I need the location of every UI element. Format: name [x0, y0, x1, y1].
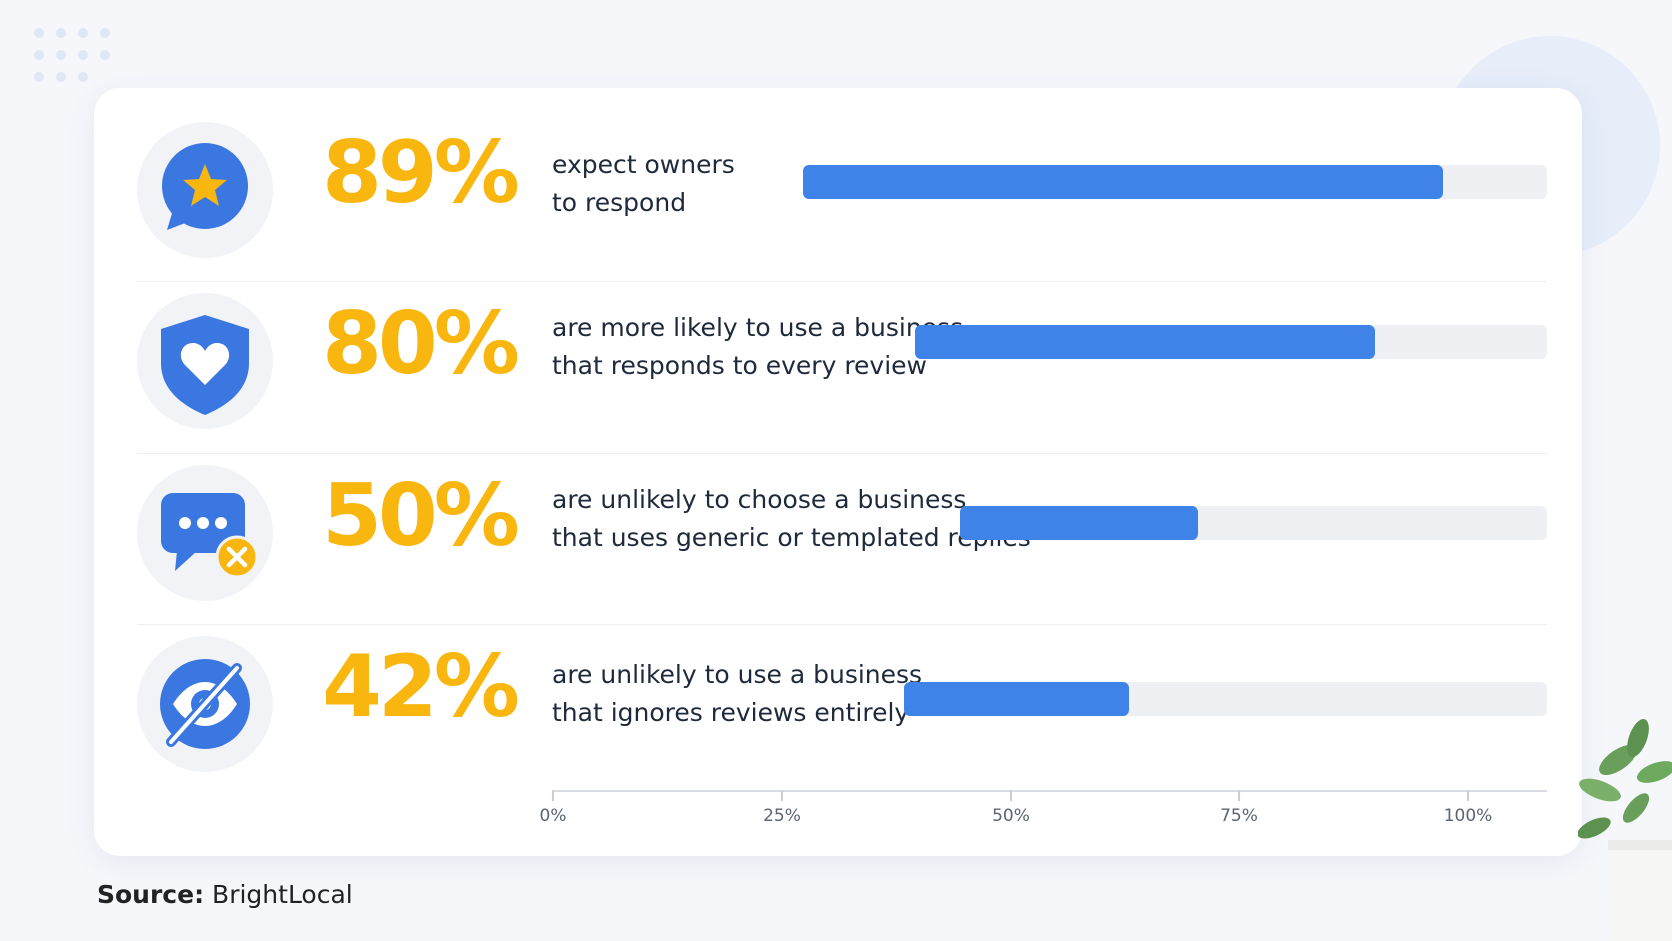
x-tick-label: 100% [1443, 806, 1493, 826]
x-tick-label: 0% [539, 806, 567, 826]
bar [904, 682, 1129, 716]
row-divider [137, 453, 1547, 454]
x-tick [1010, 791, 1012, 801]
x-axis [552, 790, 1547, 792]
potted-plant-icon [1578, 718, 1672, 941]
stat-percent: 42% [322, 637, 520, 737]
source-value: BrightLocal [212, 880, 353, 909]
x-tick [781, 791, 783, 801]
stat-row-2: 80% are more likely to use a business th… [94, 259, 1582, 430]
heart-shield-icon [137, 293, 273, 429]
source-note: Source: BrightLocal [97, 880, 353, 909]
stat-description: expect owners to respond [552, 146, 992, 222]
row-divider [137, 281, 1547, 282]
stat-description-line: that uses generic or templated replies [552, 523, 1031, 552]
bar-track [915, 325, 1547, 359]
bar-track [904, 682, 1547, 716]
stat-row-3: 50% are unlikely to choose a business th… [94, 431, 1582, 602]
stat-row-1: 89% expect owners to respond [94, 88, 1582, 259]
x-tick-label: 25% [763, 806, 801, 826]
bar [803, 165, 1443, 199]
x-tick [1238, 791, 1240, 801]
stat-description-line: are unlikely to choose a business [552, 485, 967, 514]
x-tick [1467, 791, 1469, 801]
stat-description: are unlikely to choose a business that u… [552, 481, 1031, 557]
bar [915, 325, 1375, 359]
bar-track [960, 506, 1547, 540]
decorative-dots [34, 28, 124, 88]
bar-track [803, 165, 1547, 199]
stat-percent: 80% [322, 294, 520, 394]
bar [960, 506, 1198, 540]
source-label: Source: [97, 880, 205, 909]
x-tick-label: 50% [992, 806, 1030, 826]
stat-description-line: are more likely to use a business [552, 313, 964, 342]
stat-percent: 50% [322, 466, 520, 566]
chat-dots-x-icon [137, 465, 273, 601]
star-speech-bubble-icon [137, 122, 273, 258]
stat-description-line: that ignores reviews entirely [552, 698, 910, 727]
stat-description: are unlikely to use a business that igno… [552, 656, 992, 732]
x-tick [552, 791, 554, 801]
stat-description-line: expect owners [552, 150, 735, 179]
stat-row-4: 42% are unlikely to use a business that … [94, 602, 1582, 773]
eye-slash-icon [137, 636, 273, 772]
stat-description-line: are unlikely to use a business [552, 660, 923, 689]
stat-percent: 89% [322, 123, 520, 223]
stat-description: are more likely to use a business that r… [552, 309, 992, 385]
stat-description-line: that responds to every review [552, 351, 927, 380]
stat-description-line: to respond [552, 188, 687, 217]
stats-card: 89% expect owners to respond 80% are mor… [94, 88, 1582, 856]
x-tick-label: 75% [1220, 806, 1258, 826]
row-divider [137, 624, 1547, 625]
